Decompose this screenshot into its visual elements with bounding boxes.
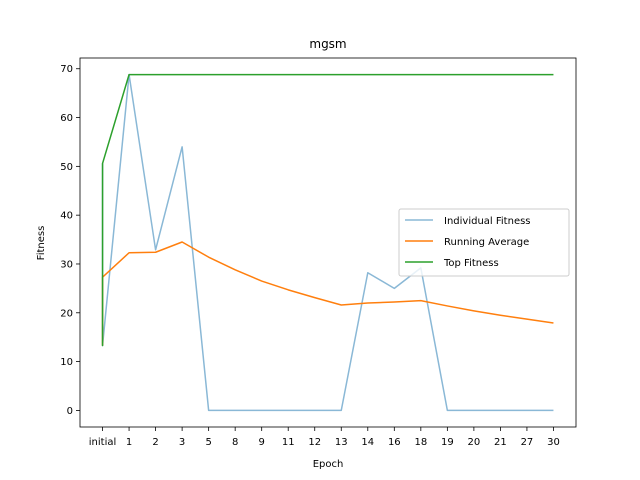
x-tick-label: 16 [388, 437, 401, 448]
x-tick-label: 11 [282, 437, 295, 448]
x-tick-label: 12 [308, 437, 321, 448]
x-tick-label: 21 [494, 437, 507, 448]
x-tick-label: 9 [259, 437, 265, 448]
legend-entry: Running Average [444, 237, 529, 248]
plot-area [79, 57, 577, 428]
x-tick-label: 18 [414, 437, 427, 448]
x-tick-label: 3 [179, 437, 185, 448]
series-line-top-fitness [101, 73, 554, 347]
y-tick-label: 40 [60, 211, 73, 222]
x-tick-label: 13 [335, 437, 348, 448]
y-tick-label: 30 [60, 259, 73, 270]
y-tick-label: 20 [60, 308, 73, 319]
x-tick-label: initial [89, 437, 117, 448]
x-tick-label: 1 [126, 437, 132, 448]
chart-title: mgsm [309, 37, 346, 51]
plot-frame [79, 57, 577, 428]
y-axis-label: Fitness [36, 226, 47, 261]
y-tick-label: 60 [60, 113, 73, 124]
y-tick-label: 10 [60, 357, 73, 368]
x-tick-label: 14 [361, 437, 374, 448]
legend-entry: Individual Fitness [444, 216, 531, 227]
ticks-layer: initial 1 2 3 5 8 9 11 12 13 14 16 18 19 20 21 27 3001020… [60, 64, 560, 448]
x-tick-label: 8 [232, 437, 238, 448]
legend-entry: Top Fitness [443, 258, 499, 269]
x-tick-label: 20 [468, 437, 481, 448]
y-tick-label: 50 [60, 162, 73, 173]
x-axis-label: Epoch [313, 459, 344, 470]
x-tick-label: 27 [521, 437, 534, 448]
x-tick-label: 5 [205, 437, 211, 448]
y-tick-label: 70 [60, 64, 73, 75]
x-tick-label: 2 [152, 437, 158, 448]
legend: Individual Fitness Running Average Top Fit… [398, 208, 570, 277]
series-layer [101, 73, 554, 412]
legend-box [398, 208, 570, 277]
y-tick-label: 0 [67, 406, 73, 417]
x-tick-label: 30 [547, 437, 560, 448]
series-line-running-average [101, 241, 554, 346]
x-tick-label: 19 [441, 437, 454, 448]
series-line-individual-fitness [101, 73, 554, 412]
